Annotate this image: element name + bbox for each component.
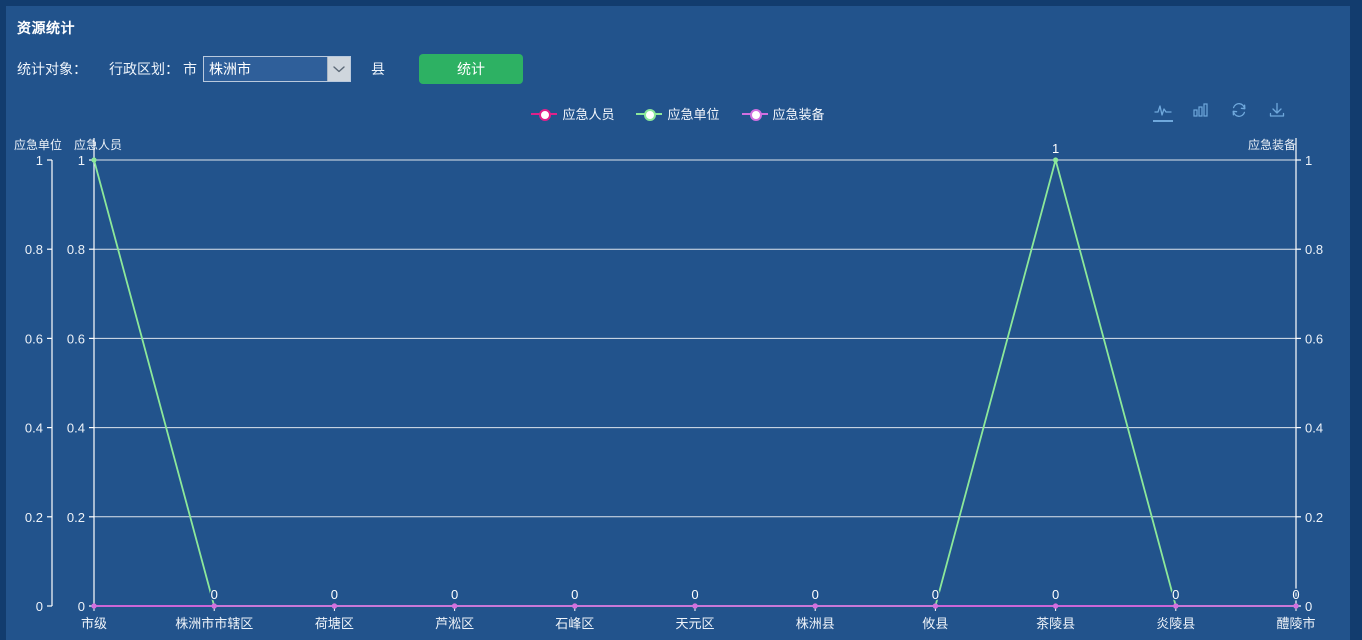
legend-label-2: 应急装备: [772, 107, 825, 122]
administrative-division-label: 行政区划：: [109, 61, 179, 77]
svg-text:0: 0: [1305, 599, 1312, 614]
svg-text:0.8: 0.8: [1305, 242, 1323, 257]
data-label: 0: [571, 587, 578, 602]
x-axis-label: 天元区: [675, 616, 714, 631]
page-title: 资源统计: [17, 20, 75, 36]
svg-text:0: 0: [78, 599, 85, 614]
data-label: 0: [812, 587, 819, 602]
data-label: 0: [1292, 587, 1299, 602]
legend-label-0: 应急人员: [562, 107, 615, 122]
axis-title-right: 应急装备: [1248, 138, 1297, 152]
data-label: 0: [812, 587, 819, 602]
chart-legend: 应急人员 应急单位 应急装备: [6, 104, 1350, 123]
data-label: 0: [1052, 587, 1059, 602]
filter-toolbar: 统计对象： 行政区划： 市 株洲市 县 统计: [17, 52, 523, 86]
data-label: 0: [1172, 587, 1179, 602]
data-label: 0: [571, 587, 578, 602]
statistics-button[interactable]: 统计: [419, 54, 523, 84]
county-label: 县: [371, 61, 385, 77]
x-axis-label: 荷塘区: [315, 616, 354, 631]
svg-text:1: 1: [1305, 153, 1312, 168]
svg-text:0.8: 0.8: [67, 242, 85, 257]
legend-dot-0: [539, 108, 552, 121]
bar-chart-icon[interactable]: [1190, 98, 1212, 122]
svg-text:0.2: 0.2: [25, 510, 43, 525]
stat-object-label: 统计对象：: [17, 61, 87, 77]
legend-marker-icon-1: [636, 107, 663, 121]
x-axis-label: 醴陵市: [1276, 616, 1315, 631]
data-label: 0: [932, 587, 939, 602]
chart-plot: 0 0.2 0.4 0.6 0.8 1 0 0.2 0.4 0.6 0.8 1 0 0.2 0.4 0.6 0.…: [6, 92, 1350, 640]
data-label: 0: [571, 587, 578, 602]
data-label: 0: [331, 587, 338, 602]
data-label: 0: [211, 587, 218, 602]
svg-text:1: 1: [78, 153, 85, 168]
x-axis-label: 株洲县: [796, 616, 835, 631]
data-label: 0: [691, 587, 698, 602]
download-icon[interactable]: [1266, 98, 1288, 122]
axis-title-left-inner: 应急人员: [74, 138, 123, 152]
data-label: 0: [1292, 587, 1299, 602]
data-label: 0: [691, 587, 698, 602]
data-label: 0: [211, 587, 218, 602]
data-label: 0: [1172, 587, 1179, 602]
svg-text:0.2: 0.2: [1305, 510, 1323, 525]
city-label: 市: [183, 61, 197, 77]
svg-text:1: 1: [36, 153, 43, 168]
data-label: 0: [331, 587, 338, 602]
x-axis-label: 石峰区: [555, 616, 594, 631]
svg-text:0.2: 0.2: [67, 510, 85, 525]
data-label: 0: [1292, 587, 1299, 602]
data-label: 1: [1052, 141, 1059, 156]
axis-title-left-outer: 应急单位: [14, 138, 63, 152]
svg-text:0.4: 0.4: [25, 421, 43, 436]
city-select[interactable]: 株洲市: [203, 56, 351, 82]
x-axis-label: 攸县: [922, 616, 948, 631]
data-label: 0: [1052, 587, 1059, 602]
data-label: 0: [451, 587, 458, 602]
x-axis-label: 株洲市市辖区: [175, 616, 253, 631]
chart-svg: 0 0.2 0.4 0.6 0.8 1 0 0.2 0.4 0.6 0.8 1 0 0.2 0.4 0.6 0.…: [25, 138, 1323, 631]
legend-dot-2: [749, 108, 762, 121]
data-label: 0: [932, 587, 939, 602]
legend-item-1[interactable]: 应急单位: [636, 104, 720, 123]
data-label: 0: [1172, 587, 1179, 602]
x-axis-label: 芦淞区: [435, 616, 474, 631]
x-axis-label: 茶陵县: [1036, 616, 1075, 631]
legend-label-1: 应急单位: [667, 107, 720, 122]
svg-text:0.4: 0.4: [67, 421, 85, 436]
legend-marker-icon-2: [741, 107, 768, 121]
chart-area: 应急人员 应急单位 应急装备: [6, 92, 1350, 640]
legend-item-0[interactable]: 应急人员: [531, 104, 614, 123]
legend-item-2[interactable]: 应急装备: [741, 104, 825, 123]
x-axis-label: 炎陵县: [1156, 616, 1195, 631]
x-axis-label: 市级: [81, 616, 107, 631]
city-select-wrap: 株洲市: [203, 56, 351, 82]
data-label: 0: [932, 587, 939, 602]
data-label: 0: [451, 587, 458, 602]
svg-text:0.6: 0.6: [1305, 331, 1323, 346]
refresh-icon[interactable]: [1228, 98, 1250, 122]
svg-text:0.4: 0.4: [1305, 421, 1323, 436]
data-label: 0: [331, 587, 338, 602]
line-chart-icon[interactable]: [1152, 98, 1174, 122]
svg-text:0.6: 0.6: [67, 331, 85, 346]
svg-text:0.8: 0.8: [25, 242, 43, 257]
data-label: 0: [691, 587, 698, 602]
data-label: 0: [451, 587, 458, 602]
svg-text:0.6: 0.6: [25, 331, 43, 346]
chart-toolbox: [1152, 98, 1288, 122]
legend-marker-icon-0: [531, 107, 558, 121]
legend-dot-1: [644, 108, 657, 121]
data-label: 0: [211, 587, 218, 602]
data-label: 0: [812, 587, 819, 602]
panel: 资源统计 统计对象： 行政区划： 市 株洲市 县 统计: [6, 6, 1350, 640]
svg-text:0: 0: [36, 599, 43, 614]
